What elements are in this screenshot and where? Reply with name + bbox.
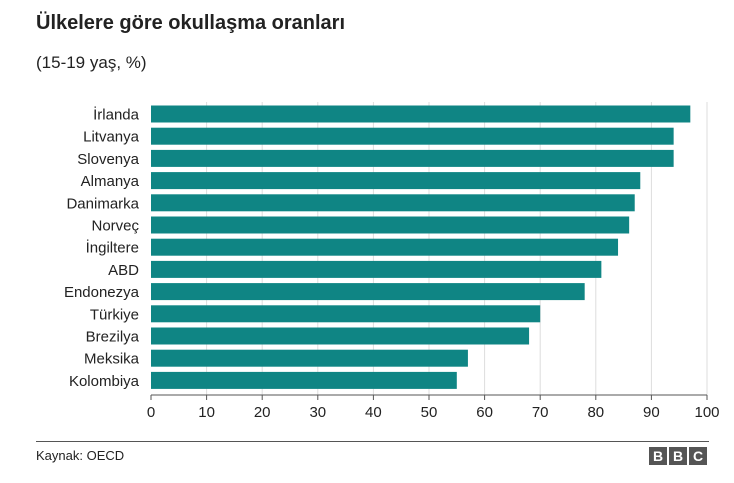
- category-label: Kolombiya: [69, 373, 140, 390]
- bar: [151, 127, 674, 145]
- category-label: Meksika: [84, 351, 140, 368]
- x-tick-label: 30: [309, 404, 326, 421]
- logo-letter: B: [649, 447, 667, 465]
- x-axis: 0 10 20 30 40 50 60 70 80 90 100: [147, 394, 720, 421]
- logo-letter: B: [669, 447, 687, 465]
- x-tick-label: 50: [421, 404, 438, 421]
- bars: [151, 105, 691, 389]
- x-tick-label: 20: [254, 404, 271, 421]
- category-label: Brezilya: [86, 329, 140, 346]
- bar: [151, 172, 641, 190]
- bar: [151, 327, 530, 345]
- category-label: Danimarka: [66, 195, 139, 212]
- category-label: Litvanya: [83, 129, 140, 146]
- category-label: İngiltere: [86, 239, 139, 257]
- x-tick-label: 80: [587, 404, 604, 421]
- bar: [151, 194, 635, 212]
- bar: [151, 349, 468, 367]
- x-tick-label: 100: [694, 404, 719, 421]
- category-label: İrlanda: [93, 106, 140, 124]
- bar: [151, 305, 541, 323]
- bar-chart: İrlanda Litvanya Slovenya Almanya Danimarka N…: [64, 102, 720, 421]
- x-tick-label: 40: [365, 404, 382, 421]
- chart-subtitle: (15-19 yaş, %): [36, 53, 147, 72]
- x-tick-label: 90: [643, 404, 660, 421]
- category-label: Almanya: [81, 173, 140, 190]
- bar: [151, 371, 457, 389]
- logo-letter: C: [689, 447, 707, 465]
- category-label: ABD: [108, 262, 139, 279]
- category-label: Norveç: [91, 218, 139, 235]
- footer-divider: [36, 441, 709, 442]
- bar: [151, 238, 619, 256]
- category-label: Endonezya: [64, 284, 140, 301]
- bar: [151, 283, 585, 301]
- bbc-logo: B B C: [649, 447, 707, 465]
- x-tick-label: 70: [532, 404, 549, 421]
- bar: [151, 260, 602, 278]
- category-labels: İrlanda Litvanya Slovenya Almanya Danimarka N…: [64, 106, 140, 390]
- category-label: Slovenya: [77, 151, 139, 168]
- source-note: Kaynak: OECD: [36, 448, 125, 463]
- chart-title: Ülkelere göre okullaşma oranları: [36, 12, 346, 34]
- x-tick-label: 10: [198, 404, 215, 421]
- bar: [151, 105, 691, 123]
- x-tick-label: 0: [147, 404, 155, 421]
- bar: [151, 149, 674, 167]
- x-tick-label: 60: [476, 404, 493, 421]
- bar: [151, 216, 630, 234]
- category-label: Türkiye: [90, 306, 139, 323]
